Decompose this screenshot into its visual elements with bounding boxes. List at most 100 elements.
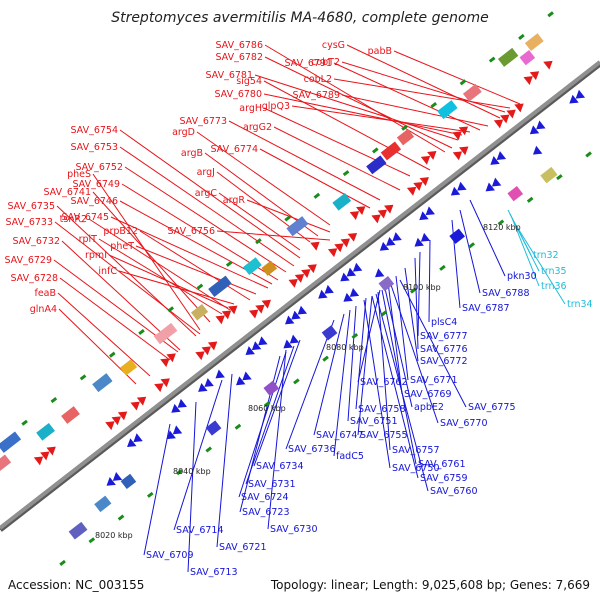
reverse-gene-arrow [450, 186, 461, 196]
forward-gene-arrow [420, 155, 431, 165]
gene-leader-line [395, 275, 409, 381]
gene-leader-line [347, 305, 357, 422]
gene-leader-line [355, 297, 367, 410]
grid-dot [21, 419, 28, 426]
forward-gene-arrow [111, 416, 121, 426]
gene-label: trn36 [541, 281, 567, 292]
gene-label: SAV_6751 [350, 416, 398, 427]
gene-label: argD [172, 127, 195, 138]
gene-feature-block [205, 420, 222, 436]
gene-leader-line [254, 74, 459, 141]
forward-gene-arrow [427, 150, 437, 160]
scale-tick-label: 8080 kbp [326, 343, 364, 352]
gene-label: SAV_6791 [284, 58, 332, 69]
gene-label: SAV_6714 [176, 525, 224, 536]
reverse-gene-arrow [204, 378, 214, 387]
grid-dot [117, 514, 125, 521]
gene-leader-line [377, 291, 391, 451]
reverse-gene-arrow [242, 371, 252, 381]
grid-dot [556, 174, 563, 181]
forward-gene-arrow [160, 358, 170, 368]
gene-label: trn35 [541, 266, 567, 277]
reverse-gene-arrow [166, 430, 176, 440]
gene-label: SAV_6724 [241, 492, 289, 503]
gene-label: argG2 [243, 122, 272, 133]
gene-leader-line [333, 309, 351, 457]
forward-gene-arrow [340, 238, 350, 248]
gene-label: SAV_6709 [146, 550, 194, 561]
gene-label: rpmI [85, 250, 107, 261]
gene-label: SAV_6730 [270, 524, 318, 535]
gene-leader-line [469, 199, 506, 277]
gene-leader-line [341, 61, 506, 113]
grid-dot [547, 11, 554, 18]
grid-dot [138, 328, 145, 336]
reverse-gene-arrow [346, 267, 356, 277]
gene-label: SAV_6752 [75, 162, 123, 173]
reverse-gene-arrow [106, 476, 116, 486]
reverse-gene-arrow [297, 305, 308, 315]
gene-label: argR [223, 195, 246, 206]
gene-label: SAV_6713 [190, 567, 238, 578]
forward-gene-arrow [228, 305, 238, 315]
gene-feature-block [286, 216, 309, 237]
gene-label: plsC4 [431, 317, 457, 328]
gene-label: SAV_6754 [70, 125, 118, 136]
gene-label: infC [98, 266, 117, 277]
gene-leader-line [414, 257, 419, 350]
gene-feature-block [507, 186, 524, 202]
gene-leader-line [110, 216, 269, 289]
gene-label: rplT [79, 234, 98, 245]
gene-label: SAV_6733 [5, 217, 53, 228]
gene-leader-line [387, 281, 403, 395]
gene-feature-block [190, 303, 209, 321]
reverse-gene-arrow [491, 177, 502, 187]
gene-leader-line [108, 254, 229, 309]
reverse-gene-arrow [324, 284, 334, 294]
forward-gene-arrow [301, 269, 311, 278]
reverse-gene-arrow [379, 241, 390, 251]
reverse-gene-arrow [457, 181, 467, 191]
gene-label: SAV_6736 [288, 444, 336, 455]
gene-leader-line [285, 319, 335, 450]
gene-label: SAV_6772 [420, 356, 468, 367]
gene-leader-line [56, 205, 197, 337]
forward-gene-arrow [452, 151, 463, 161]
gene-label: SAV_6732 [12, 236, 60, 247]
gene-label: trn34 [567, 299, 593, 310]
reverse-gene-arrow [291, 310, 301, 320]
grid-dot [196, 283, 204, 290]
gene-label: SAV_6769 [404, 389, 452, 400]
reverse-gene-arrow [490, 156, 500, 165]
forward-gene-arrow [221, 310, 232, 320]
gene-leader-line [267, 349, 287, 530]
reverse-gene-arrow [575, 89, 586, 99]
forward-gene-arrow [356, 206, 366, 216]
gene-label: SAV_6745 [61, 212, 109, 223]
forward-gene-arrow [105, 421, 115, 431]
gene-leader-line [118, 270, 235, 305]
gene-feature-block [94, 495, 112, 513]
grid-dot [225, 260, 233, 267]
forward-gene-arrow [377, 209, 388, 219]
gene-label: pkn30 [507, 271, 537, 282]
forward-gene-arrow [459, 146, 469, 156]
gene-leader-line [264, 44, 446, 153]
gene-label: SAV_6746 [70, 196, 118, 207]
forward-gene-arrow [40, 451, 50, 461]
reverse-gene-arrow [177, 398, 187, 408]
scale-tick-label: 8040 kbp [173, 467, 211, 476]
gene-feature-block [243, 257, 262, 275]
gene-label: SAV_6775 [468, 402, 516, 413]
gene-leader-line [59, 277, 171, 361]
forward-gene-arrow [195, 351, 205, 361]
grid-dot [351, 332, 359, 340]
gene-leader-line [54, 221, 201, 335]
gene-label: SAV_6787 [462, 303, 510, 314]
grid-dot [342, 170, 350, 177]
forward-gene-arrow [207, 341, 218, 351]
gene-feature-block [437, 100, 458, 120]
grid-dot [380, 310, 388, 317]
gene-label: SAV_6762 [360, 377, 408, 388]
gene-leader-line [88, 218, 231, 311]
